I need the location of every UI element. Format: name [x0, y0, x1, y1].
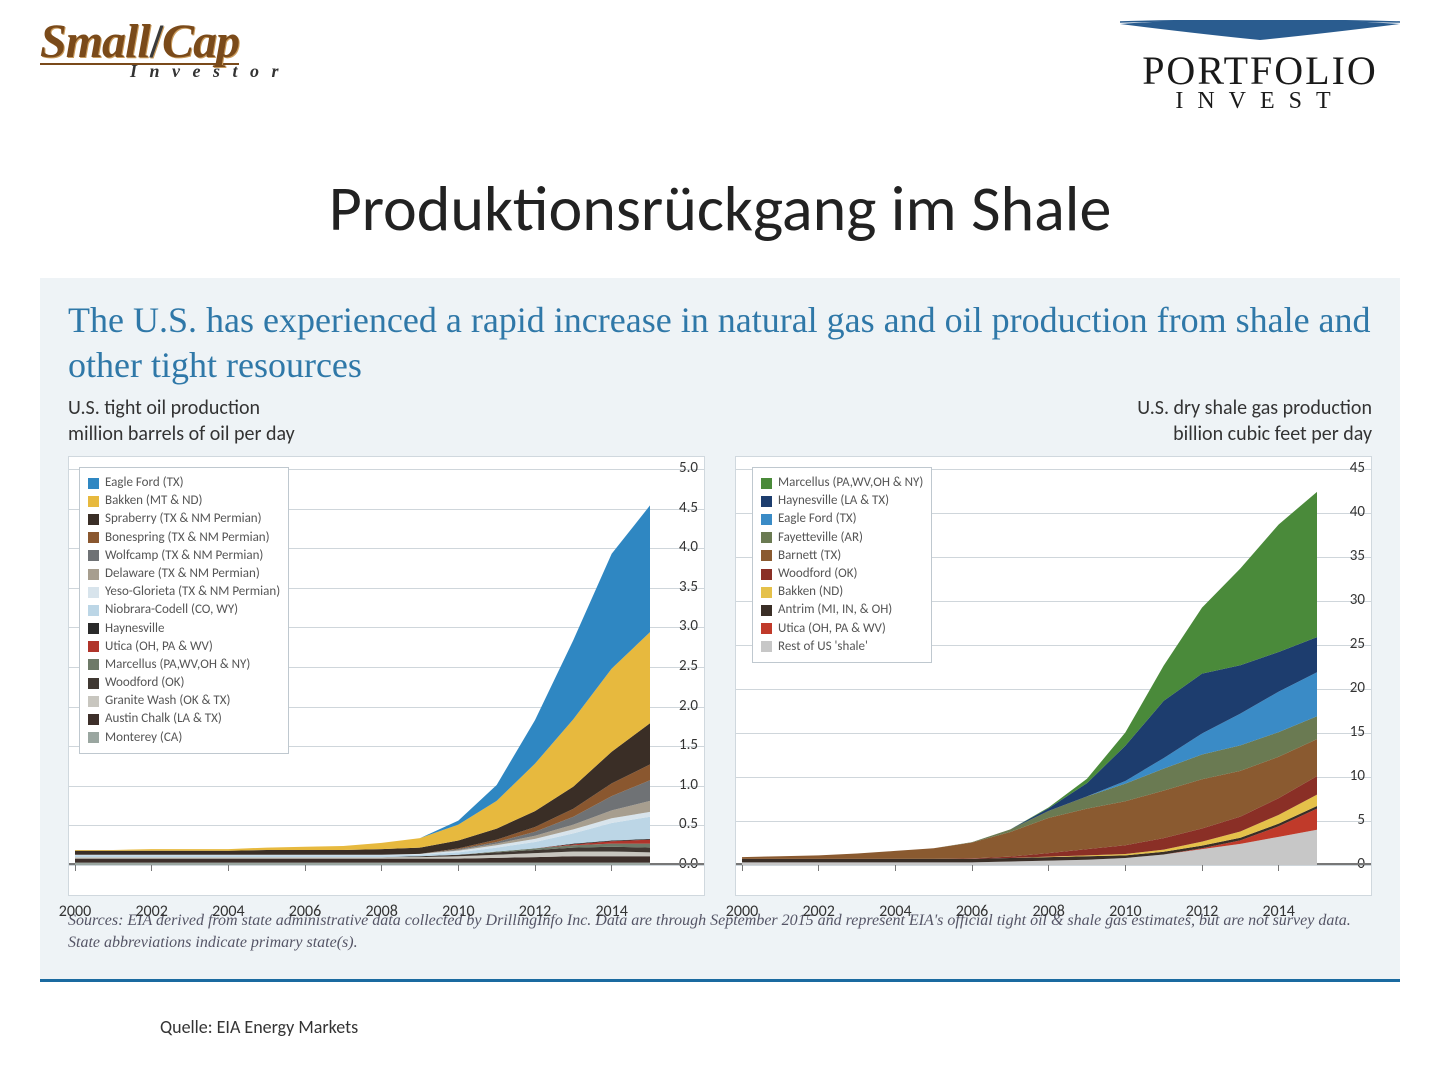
gas-unit: billion cubic feet per day [1173, 422, 1372, 446]
article-headline: The U.S. has experienced a rapid increas… [68, 298, 1372, 388]
sources-note: Sources: EIA derived from state administ… [68, 910, 1372, 953]
gas-title: U.S. dry shale gas production [1137, 396, 1372, 420]
oil-title: U.S. tight oil production [68, 396, 260, 420]
logo-smallcap: Small/Cap I n v e s t o r [40, 20, 283, 82]
slide: Small/Cap I n v e s t o r PORTFOLIO INVE… [0, 0, 1440, 1080]
gas-chart: 0510152025303540452000200220042006200820… [735, 456, 1372, 896]
logo-portfolio-invest: PORTFOLIO INVEST [1120, 20, 1400, 115]
slide-title: Produktionsrückgang im Shale [40, 170, 1400, 248]
wing-icon [1120, 20, 1400, 44]
oil-unit: million barrels of oil per day [68, 422, 295, 446]
logo-row: Small/Cap I n v e s t o r PORTFOLIO INVE… [40, 20, 1400, 130]
oil-chart: 0.00.51.01.52.02.53.03.54.04.55.02000200… [68, 456, 705, 896]
article-panel: The U.S. has experienced a rapid increas… [40, 278, 1400, 982]
source-attribution: Quelle: EIA Energy Markets [160, 1016, 1400, 1038]
charts-row: 0.00.51.01.52.02.53.03.54.04.55.02000200… [68, 456, 1372, 896]
